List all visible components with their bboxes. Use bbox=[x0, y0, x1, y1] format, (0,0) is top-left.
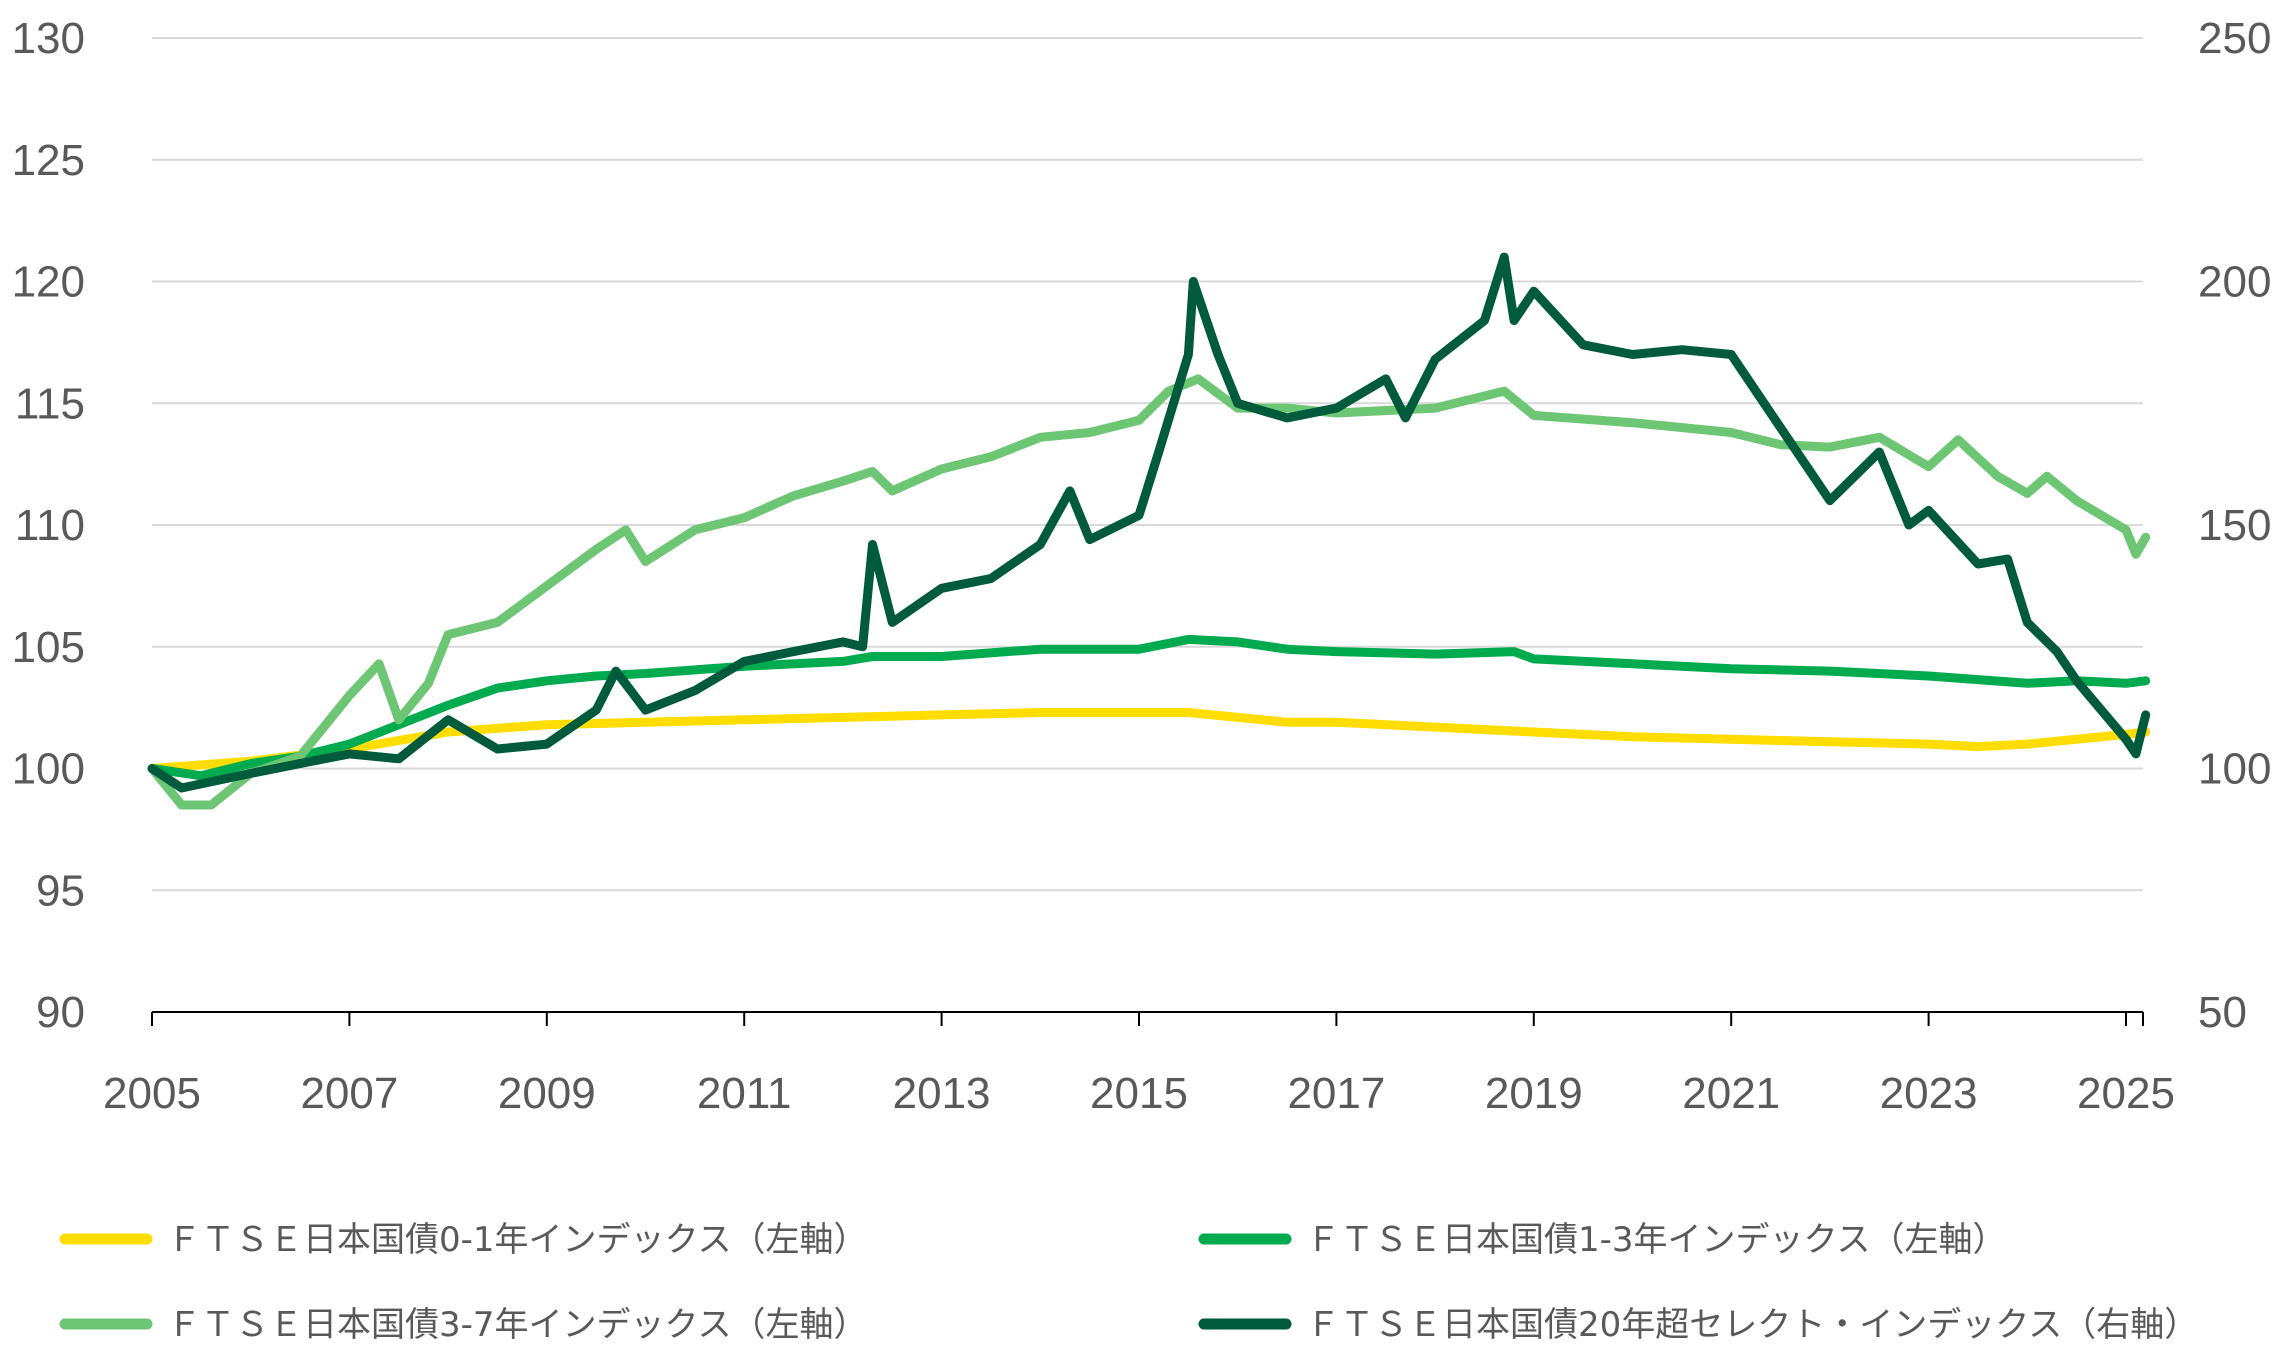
x-tick-label: 2021 bbox=[1682, 1069, 1780, 1118]
legend-item: ＦＴＳＥ日本国債0-1年インデックス（左軸） bbox=[59, 1220, 868, 1260]
y-left-tick-label: 120 bbox=[12, 258, 85, 307]
y-left-tick-label: 105 bbox=[12, 623, 85, 672]
x-tick-label: 2015 bbox=[1090, 1069, 1188, 1118]
y-left-tick-label: 115 bbox=[15, 379, 85, 428]
y-right-tick-label: 50 bbox=[2198, 988, 2247, 1037]
y-left-tick-label: 110 bbox=[15, 501, 85, 550]
left-y-axis: 90 95 100 105 110 115 120 125 130 bbox=[12, 14, 85, 1037]
legend-label: ＦＴＳＥ日本国債20年超セレクト・インデックス（右軸） bbox=[1306, 1305, 2198, 1345]
x-tick-label: 2005 bbox=[103, 1069, 201, 1118]
x-axis: 2005 2007 2009 2011 2013 2015 2017 2019 2021 2023… bbox=[103, 1011, 2175, 1118]
series-line-2 bbox=[147, 634, 2151, 781]
series-lines bbox=[147, 252, 2151, 810]
x-tick-label: 2013 bbox=[893, 1069, 991, 1118]
x-tick-label: 2011 bbox=[697, 1069, 792, 1118]
x-tick-label: 2025 bbox=[2077, 1069, 2175, 1118]
y-left-tick-label: 125 bbox=[12, 136, 85, 185]
y-right-tick-label: 150 bbox=[2198, 501, 2271, 550]
legend-label: ＦＴＳＥ日本国債0-1年インデックス（左軸） bbox=[167, 1220, 868, 1260]
legend-item: ＦＴＳＥ日本国債20年超セレクト・インデックス（右軸） bbox=[1198, 1305, 2198, 1345]
x-tick-label: 2009 bbox=[498, 1069, 596, 1118]
legend-label: ＦＴＳＥ日本国債3-7年インデックス（左軸） bbox=[167, 1305, 868, 1345]
legend: ＦＴＳＥ日本国債0-1年インデックス（左軸） ＦＴＳＥ日本国債1-3年インデックス… bbox=[59, 1220, 2198, 1345]
x-tick-label: 2023 bbox=[1880, 1069, 1978, 1118]
y-left-tick-label: 90 bbox=[36, 988, 85, 1037]
legend-item: ＦＴＳＥ日本国債3-7年インデックス（左軸） bbox=[59, 1305, 868, 1345]
series-line-1 bbox=[147, 708, 2151, 773]
legend-item: ＦＴＳＥ日本国債1-3年インデックス（左軸） bbox=[1198, 1220, 2007, 1260]
gridlines bbox=[152, 37, 2143, 892]
y-right-tick-label: 100 bbox=[2198, 745, 2271, 794]
y-left-tick-label: 100 bbox=[12, 745, 85, 794]
x-tick-label: 2017 bbox=[1287, 1069, 1385, 1118]
x-tick-label: 2019 bbox=[1485, 1069, 1583, 1118]
y-left-tick-label: 95 bbox=[36, 866, 85, 915]
series-line-4 bbox=[147, 252, 2151, 793]
series-line-3 bbox=[147, 374, 2151, 810]
x-tick-label: 2007 bbox=[300, 1069, 398, 1118]
y-left-tick-label: 130 bbox=[12, 14, 85, 63]
right-y-axis: 50 100 150 200 250 bbox=[2198, 14, 2271, 1037]
y-right-tick-label: 250 bbox=[2198, 14, 2271, 63]
y-right-tick-label: 200 bbox=[2198, 258, 2271, 307]
legend-label: ＦＴＳＥ日本国債1-3年インデックス（左軸） bbox=[1306, 1220, 2007, 1260]
